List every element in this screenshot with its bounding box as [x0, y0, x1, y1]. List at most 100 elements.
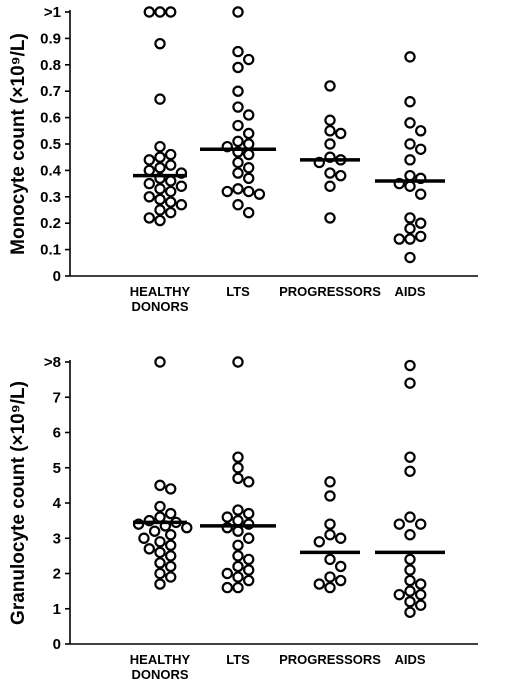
data-point [154, 536, 166, 548]
data-point [164, 571, 177, 583]
data-point [143, 212, 155, 224]
data-point [154, 511, 166, 523]
data-point [324, 476, 336, 488]
data-point [313, 578, 325, 590]
data-point [404, 212, 416, 224]
data-point [164, 483, 177, 495]
data-point [335, 574, 347, 587]
data-point [143, 154, 155, 166]
data-point [324, 212, 336, 224]
data-point [404, 574, 416, 587]
data-point [143, 6, 155, 18]
data-point [415, 578, 427, 590]
data-point [404, 377, 416, 389]
y-tick-label: 0.8 [40, 57, 61, 74]
data-point [154, 204, 166, 216]
data-point [324, 571, 336, 583]
data-point [415, 188, 427, 200]
data-point [232, 462, 244, 474]
data-point [393, 233, 405, 245]
data-point [393, 588, 405, 601]
data-point [404, 180, 416, 192]
data-point [164, 206, 177, 219]
data-point [393, 518, 405, 530]
data-point [232, 356, 244, 368]
data-point [404, 154, 416, 166]
data-point [404, 596, 416, 608]
data-point [143, 191, 155, 203]
data-point [404, 51, 416, 63]
y-tick-label: 0 [53, 636, 61, 653]
y-axis-title: Monocyte count (×10⁹/L) [8, 33, 29, 255]
data-point [242, 476, 255, 488]
data-point [324, 167, 336, 179]
data-point [221, 185, 233, 198]
y-tick-label: 0.9 [40, 30, 61, 47]
data-point [154, 162, 166, 174]
data-point [138, 532, 150, 544]
series-group [375, 359, 445, 618]
data-point [154, 578, 166, 590]
data-point [415, 125, 427, 137]
data-point [404, 585, 416, 597]
data-point [148, 525, 161, 537]
data-point [404, 233, 416, 245]
data-point [242, 127, 255, 140]
series-group [200, 6, 276, 219]
data-point [242, 564, 255, 576]
data-point [324, 529, 336, 541]
data-point [232, 539, 244, 552]
data-point [242, 206, 255, 219]
data-point [232, 571, 244, 583]
x-category-label: LTS [226, 284, 250, 299]
data-point [324, 125, 336, 137]
y-axis-title: Granulocyte count (×10⁹/L) [8, 381, 29, 625]
data-point [404, 451, 416, 463]
x-category-label: DONORS [131, 299, 188, 314]
data-point [154, 193, 166, 206]
data-point [415, 217, 427, 229]
x-category-label: AIDS [394, 652, 425, 667]
data-point [221, 567, 233, 580]
data-point [313, 536, 325, 548]
data-point [232, 504, 244, 516]
data-point [404, 564, 416, 576]
data-point [232, 199, 244, 211]
data-point [164, 175, 177, 187]
data-point [242, 532, 255, 544]
data-point [232, 85, 244, 97]
data-point [164, 539, 177, 552]
data-point [404, 169, 416, 182]
data-point [404, 553, 416, 566]
data-point [242, 553, 255, 566]
data-point [242, 148, 255, 161]
data-point [154, 546, 166, 559]
data-point [232, 45, 244, 58]
x-category-label: AIDS [394, 284, 425, 299]
data-point [415, 518, 427, 530]
y-tick-label: 0.5 [40, 136, 61, 153]
y-tick-label: 7 [53, 389, 61, 406]
data-point [181, 521, 193, 534]
data-point [154, 183, 166, 195]
data-point [164, 6, 177, 18]
data-point [404, 359, 416, 372]
data-point [232, 560, 244, 573]
data-point [232, 451, 244, 463]
y-tick-label: 6 [53, 425, 61, 442]
y-tick-label: 2 [53, 566, 61, 583]
data-point [154, 356, 166, 368]
data-point [324, 490, 336, 502]
series-group [200, 356, 276, 594]
data-point [404, 117, 416, 129]
data-point [335, 169, 347, 182]
x-category-label: PROGRESSORS [279, 652, 381, 667]
data-point [415, 143, 427, 155]
data-point [154, 557, 166, 569]
data-point [232, 156, 244, 169]
data-point [164, 529, 177, 541]
data-point [335, 532, 347, 544]
data-point [404, 465, 416, 477]
data-point [253, 188, 266, 200]
data-point [164, 185, 177, 198]
